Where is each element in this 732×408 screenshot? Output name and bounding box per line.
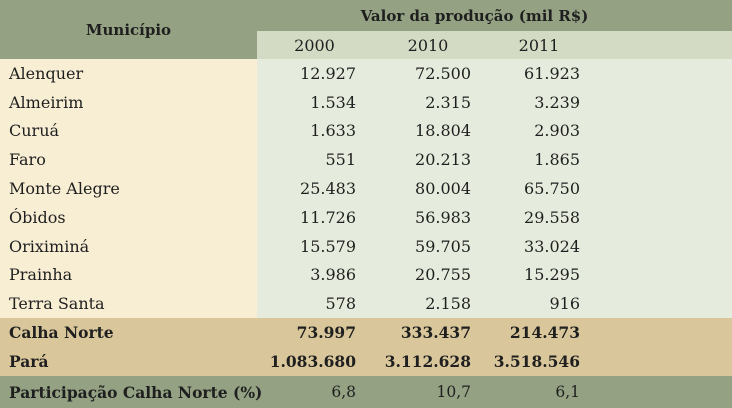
municipio-name: Curuá	[9, 121, 60, 141]
total-label: Calha Norte	[9, 323, 114, 342]
footer-section	[0, 376, 732, 408]
value-2000: 3.986	[310, 265, 356, 285]
value-2011: 61.923	[524, 63, 580, 83]
municipio-name: Almeirim	[9, 92, 84, 112]
table-row: Curuá 1.633 18.804 2.903	[0, 117, 732, 146]
year-header-2010: 2010	[407, 35, 449, 55]
municipio-name: Faro	[9, 150, 46, 170]
footer-value-2011: 6,1	[555, 383, 580, 401]
footer-value-2000: 6,8	[331, 383, 356, 401]
table-row: Faro 551 20.213 1.865	[0, 145, 732, 174]
value-2011: 29.558	[524, 207, 580, 227]
year-header-2000: 2000	[294, 35, 335, 55]
value-2011: 916	[549, 294, 580, 314]
total-value-2000: 1.083.680	[269, 352, 356, 371]
value-2010: 2.315	[425, 92, 471, 112]
total-row: Calha Norte 73.997 333.437 214.473	[0, 318, 732, 347]
value-2000: 551	[325, 150, 356, 170]
year-header-2011: 2011	[518, 35, 560, 55]
total-value-2011: 3.518.546	[493, 352, 580, 371]
footer-value-2010: 10,7	[436, 383, 471, 401]
municipio-name: Terra Santa	[9, 294, 105, 314]
value-2000: 11.726	[300, 207, 356, 227]
total-value-2010: 3.112.628	[384, 352, 471, 371]
value-2000: 1.633	[310, 121, 356, 141]
municipio-name: Óbidos	[9, 207, 66, 227]
municipio-name: Prainha	[9, 265, 73, 285]
value-2011: 3.239	[534, 92, 580, 112]
footer-row: Participação Calha Norte (%) 6,8 10,7 6,…	[0, 376, 732, 408]
value-2010: 59.705	[415, 236, 471, 256]
value-2011: 65.750	[524, 179, 580, 199]
totals-section	[0, 318, 732, 376]
total-label: Pará	[9, 352, 49, 371]
value-2011: 33.024	[524, 236, 580, 256]
municipio-header: Município	[85, 20, 172, 39]
table-row: Prainha 3.986 20.755 15.295	[0, 261, 732, 290]
value-2010: 20.213	[415, 150, 471, 170]
value-2000: 15.579	[300, 236, 356, 256]
value-2010: 20.755	[415, 265, 471, 285]
value-2000: 12.927	[300, 63, 356, 83]
table-row: Terra Santa 578 2.158 916	[0, 289, 732, 318]
value-2010: 18.804	[415, 121, 471, 141]
value-2011: 2.903	[534, 121, 580, 141]
municipio-name: Oriximiná	[9, 236, 90, 256]
table-row: Monte Alegre 25.483 80.004 65.750	[0, 174, 732, 203]
value-2000: 1.534	[310, 92, 356, 112]
value-2011: 15.295	[524, 265, 580, 285]
value-2011: 1.865	[534, 150, 580, 170]
value-2000: 578	[325, 294, 356, 314]
table-row: Oriximiná 15.579 59.705 33.024	[0, 232, 732, 261]
municipio-name: Monte Alegre	[9, 179, 120, 199]
footer-label: Participação Calha Norte (%)	[9, 382, 263, 402]
table-row: Alenquer 12.927 72.500 61.923	[0, 59, 732, 88]
total-row: Pará 1.083.680 3.112.628 3.518.546	[0, 347, 732, 376]
table-row: Almeirim 1.534 2.315 3.239	[0, 88, 732, 117]
value-2010: 72.500	[415, 63, 471, 83]
table-row: Óbidos 11.726 56.983 29.558	[0, 203, 732, 232]
value-2000: 25.483	[300, 179, 356, 199]
total-value-2000: 73.997	[296, 323, 356, 342]
total-value-2011: 214.473	[509, 323, 580, 342]
valor-producao-header: Valor da produção (mil R$)	[360, 6, 589, 25]
value-2010: 2.158	[425, 294, 471, 314]
value-2010: 80.004	[415, 179, 471, 199]
total-value-2010: 333.437	[400, 323, 471, 342]
municipio-name: Alenquer	[9, 63, 84, 83]
year-header-band	[257, 31, 732, 59]
value-2010: 56.983	[415, 207, 471, 227]
